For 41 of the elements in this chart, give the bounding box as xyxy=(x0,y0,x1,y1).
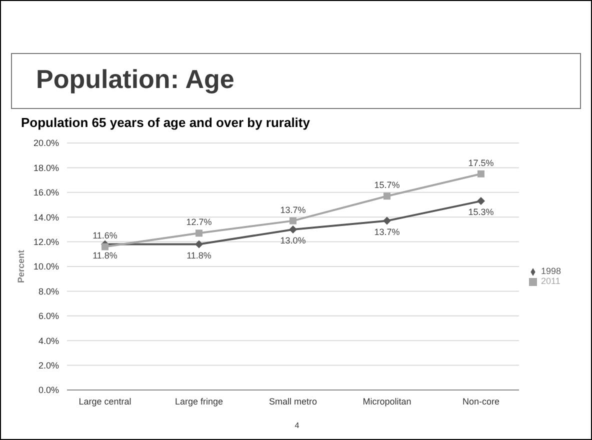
data-label: 13.7% xyxy=(280,204,306,215)
data-label: 11.8% xyxy=(92,250,118,260)
y-tick-label: 4.0% xyxy=(38,336,59,346)
point xyxy=(194,240,203,248)
x-tick-label: Micropolitan xyxy=(362,396,412,406)
data-label: 11.8% xyxy=(186,250,212,260)
data-label: 11.6% xyxy=(92,230,118,241)
x-tick-label: Non-core xyxy=(462,396,500,406)
point xyxy=(382,216,391,225)
chart-title: Population: Age xyxy=(36,64,234,95)
y-tick-label: 20.0% xyxy=(33,138,59,148)
y-tick-label: 10.0% xyxy=(33,262,59,272)
data-label: 17.5% xyxy=(468,158,494,168)
x-tick-label: Large central xyxy=(78,396,132,406)
chart-subtitle: Population 65 years of age and over by rurality xyxy=(21,115,310,130)
data-label: 12.7% xyxy=(186,217,212,228)
y-tick-label: 16.0% xyxy=(33,188,59,198)
y-tick-label: 2.0% xyxy=(38,360,59,370)
data-label: 15.3% xyxy=(468,207,494,218)
x-tick-label: Small metro xyxy=(268,396,317,406)
legend-label: 2011 xyxy=(540,276,560,286)
point xyxy=(289,217,296,224)
point xyxy=(476,197,485,206)
point xyxy=(477,170,484,178)
legend-label: 1998 xyxy=(540,266,561,276)
y-tick-label: 14.0% xyxy=(33,212,59,222)
y-axis-title: Percent xyxy=(16,250,26,284)
point xyxy=(383,192,390,200)
y-tick-label: 0.0% xyxy=(38,385,59,396)
point xyxy=(288,225,297,234)
y-tick-label: 6.0% xyxy=(38,311,59,322)
data-label: 13.7% xyxy=(374,226,400,237)
y-tick-label: 12.0% xyxy=(33,236,59,247)
y-tick-label: 8.0% xyxy=(38,286,59,296)
point xyxy=(195,230,202,237)
text: 4 xyxy=(294,421,300,430)
data-label: 13.0% xyxy=(280,235,306,246)
point xyxy=(102,243,108,250)
x-tick-label: Large fringe xyxy=(174,396,224,406)
y-tick-label: 18.0% xyxy=(33,162,59,173)
data-label: 15.7% xyxy=(374,180,400,190)
